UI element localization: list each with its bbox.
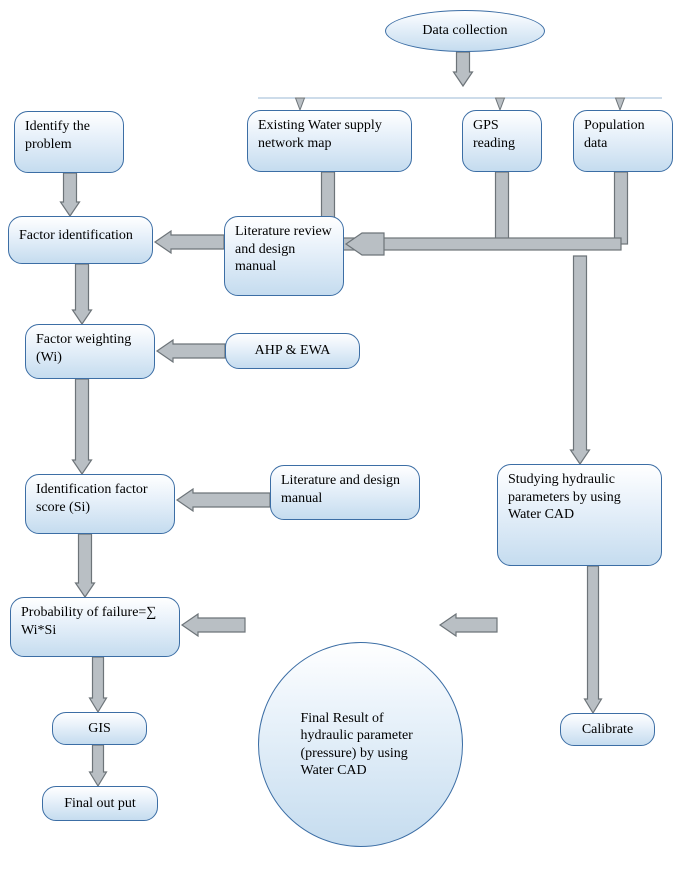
node-factor-score: Identification factor score (Si) (25, 474, 175, 534)
node-final-output: Final out put (42, 786, 158, 821)
label: Population data (584, 117, 662, 152)
label: Existing Water supply network map (258, 117, 401, 152)
label: Factor identification (19, 227, 133, 245)
node-gis: GIS (52, 712, 147, 745)
label: Data collection (422, 22, 507, 40)
node-probability-failure: Probability of failure=∑ Wi*Si (10, 597, 180, 657)
node-ahp-ewa: AHP & EWA (225, 333, 360, 369)
node-literature-review: Literature review and design manual (224, 216, 344, 296)
node-literature-design: Literature and design manual (270, 465, 420, 520)
label: Literature and design manual (281, 472, 409, 507)
label: Identify the problem (25, 118, 113, 153)
label: AHP & EWA (255, 342, 331, 360)
node-gps-reading: GPS reading (462, 110, 542, 172)
node-study-hydraulic: Studying hydraulic parameters by using W… (497, 464, 662, 566)
node-identify-problem: Identify the problem (14, 111, 124, 173)
label: Factor weighting (Wi) (36, 331, 144, 366)
node-factor-identification: Factor identification (8, 216, 153, 264)
label: Probability of failure=∑ Wi*Si (21, 604, 169, 639)
label: Final Result of hydraulic parameter (pre… (301, 711, 413, 779)
node-final-result: Final Result of hydraulic parameter (pre… (258, 642, 463, 847)
label: GIS (88, 720, 111, 738)
label: GPS reading (473, 117, 531, 152)
node-population-data: Population data (573, 110, 673, 172)
label: Studying hydraulic parameters by using W… (508, 471, 651, 524)
node-factor-weighting: Factor weighting (Wi) (25, 324, 155, 379)
label: Calibrate (582, 721, 633, 739)
node-calibrate: Calibrate (560, 713, 655, 746)
label: Final out put (64, 795, 136, 813)
label: Literature review and design manual (235, 223, 333, 276)
node-data-collection: Data collection (385, 10, 545, 52)
label: Identification factor score (Si) (36, 481, 164, 516)
node-existing-map: Existing Water supply network map (247, 110, 412, 172)
